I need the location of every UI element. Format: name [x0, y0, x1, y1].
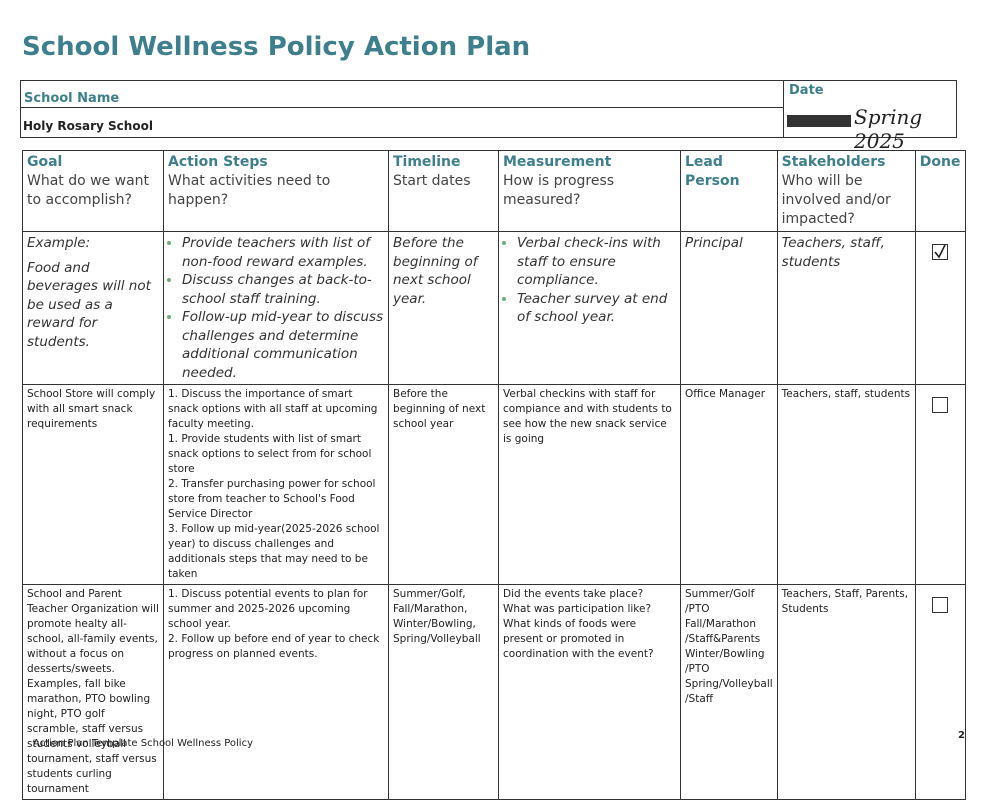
- example-row: Example: Food and beverages will not be u…: [22, 231, 966, 385]
- lead: Winter/Bowling /PTO: [685, 648, 765, 675]
- column-subtitle: What activities need to happen?: [168, 173, 331, 208]
- measurement: What kinds of foods were present or prom…: [503, 618, 654, 660]
- cell: Teachers, staff, students: [776, 384, 916, 585]
- column-title: Action Steps: [168, 154, 268, 170]
- cell: Verbal check-ins with staff to ensure co…: [498, 231, 681, 385]
- lead: Fall/Marathon /Staff&Parents: [685, 618, 761, 645]
- stakeholders: Teachers, Staff, Parents, Students: [781, 588, 909, 615]
- action-step: Discuss changes at back-to-school staff …: [182, 271, 384, 308]
- measurement: Verbal checkins with staff for compiance…: [503, 388, 672, 445]
- action-steps: 1. Provide students with list of smart s…: [168, 433, 372, 475]
- column-header: Stakeholders Who will be involved and/or …: [776, 150, 916, 232]
- column-subtitle: Who will be involved and/or impacted?: [781, 173, 891, 227]
- column-title: Stakeholders: [781, 154, 886, 170]
- plan-row: School and Parent Teacher Organization w…: [22, 584, 966, 800]
- cell: Office Manager: [680, 384, 778, 585]
- example-label: Example:: [27, 235, 91, 251]
- cell: [914, 231, 966, 385]
- column-header: Action Steps What activities need to happ…: [163, 150, 389, 232]
- cell: [914, 384, 966, 585]
- timeline: Winter/Bowling,: [393, 618, 476, 630]
- column-header: Measurement How is progress measured?: [498, 150, 681, 232]
- school-name-row: [21, 89, 783, 108]
- check-mark: [934, 244, 946, 259]
- list: Verbal check-ins with staff to ensure co…: [503, 234, 676, 327]
- measurement: Teacher survey at end of school year.: [517, 290, 676, 327]
- stakeholders: Teachers, staff, students: [781, 388, 911, 400]
- cell: Principal: [680, 231, 778, 385]
- footer-text: Action Plan Template School Wellness Pol…: [33, 738, 253, 749]
- timeline: Before the beginning of next school year: [393, 388, 486, 430]
- action-step: Provide teachers with list of non-food r…: [182, 234, 384, 271]
- action-steps: 2. Transfer purchasing power for school …: [168, 478, 376, 520]
- school-name-label: School Name: [24, 91, 120, 106]
- cell: Example: Food and beverages will not be u…: [22, 231, 164, 385]
- action-steps: 1. Discuss the importance of smart snack…: [168, 388, 378, 430]
- lead: Office Manager: [685, 388, 766, 400]
- timeline: Spring/Volleyball: [393, 633, 481, 645]
- example-goal: Food and beverages will not be used as a…: [27, 259, 151, 350]
- date: Spring 2025: [854, 105, 923, 153]
- header-box: School Name Holy Rosary School Date Spri…: [20, 80, 957, 153]
- cell: Verbal checkins with staff for compiance…: [498, 384, 681, 585]
- timeline: Fall/Marathon,: [393, 603, 468, 615]
- column-header: Lead Person: [680, 150, 778, 232]
- action-step: Follow-up mid-year to discuss challenges…: [182, 308, 384, 382]
- lead-person: Principal: [685, 235, 743, 251]
- cell: 1. Discuss the importance of smart snack…: [163, 384, 389, 585]
- checkbox: [932, 397, 949, 413]
- cell: Before the beginning of next school year: [388, 384, 499, 585]
- cell: [914, 584, 966, 800]
- cell: Summer/Golf /PTO Fall/Marathon /Staff&Par…: [680, 584, 778, 800]
- column-title: Timeline: [393, 154, 461, 170]
- action-plan-table: Goal What do we want to accomplish? Action…: [22, 150, 966, 800]
- checkbox: [932, 597, 949, 613]
- page-number: 2: [958, 730, 965, 741]
- measurement: What was participation like?: [503, 603, 652, 615]
- cell: Teachers, Staff, Parents, Students: [776, 584, 916, 800]
- cell: Teachers, staff, students: [776, 231, 916, 385]
- measurement: Did the events take place?: [503, 588, 644, 600]
- school-name: Holy Rosary School: [23, 119, 153, 133]
- plan-row: School Store will comply with all smart …: [22, 384, 966, 585]
- action-steps: 2. Follow up before end of year to check…: [168, 633, 380, 660]
- lead: Summer/Golf /PTO: [685, 588, 755, 615]
- date-label: Date: [789, 83, 824, 98]
- action-steps: 1. Discuss potential events to plan for …: [168, 588, 368, 630]
- column-header: Done: [914, 150, 966, 232]
- column-title: Done: [919, 154, 961, 170]
- list: Provide teachers with list of non-food r…: [168, 234, 384, 382]
- scribble: [787, 115, 851, 127]
- column-title: Lead Person: [685, 154, 740, 189]
- goal: School and Parent Teacher Organization w…: [27, 588, 159, 795]
- cell: School and Parent Teacher Organization w…: [22, 584, 164, 800]
- timeline: Before the beginning of next school year…: [393, 235, 478, 307]
- column-header: Goal What do we want to accomplish?: [22, 150, 164, 232]
- cell: Before the beginning of next school year…: [388, 231, 499, 385]
- header-row: Goal What do we want to accomplish? Action…: [22, 150, 966, 232]
- timeline: Summer/Golf,: [393, 588, 466, 600]
- goal: School Store will comply with all smart …: [27, 388, 156, 430]
- lead: Spring/Volleyball /Staff: [685, 678, 773, 705]
- date-cell: [783, 81, 957, 137]
- column-header: Timeline Start dates: [388, 150, 499, 232]
- stakeholders: Teachers, staff, students: [781, 235, 885, 270]
- column-title: Measurement: [503, 154, 612, 170]
- title: School Wellness Policy Action Plan: [22, 32, 531, 62]
- column-subtitle: Start dates: [393, 173, 471, 189]
- checkbox: [932, 244, 949, 260]
- cell: Provide teachers with list of non-food r…: [163, 231, 389, 385]
- cell: Did the events take place? What was parti…: [498, 584, 681, 800]
- cell: Summer/Golf, Fall/Marathon, Winter/Bowling…: [388, 584, 499, 800]
- measurement: Verbal check-ins with staff to ensure co…: [517, 234, 676, 290]
- column-subtitle: What do we want to accomplish?: [27, 173, 150, 208]
- cell: School Store will comply with all smart …: [22, 384, 164, 585]
- column-subtitle: How is progress measured?: [503, 173, 615, 208]
- action-steps: 3. Follow up mid-year(2025-2026 school y…: [168, 523, 380, 580]
- column-title: Goal: [27, 154, 63, 170]
- cell: 1. Discuss potential events to plan for …: [163, 584, 389, 800]
